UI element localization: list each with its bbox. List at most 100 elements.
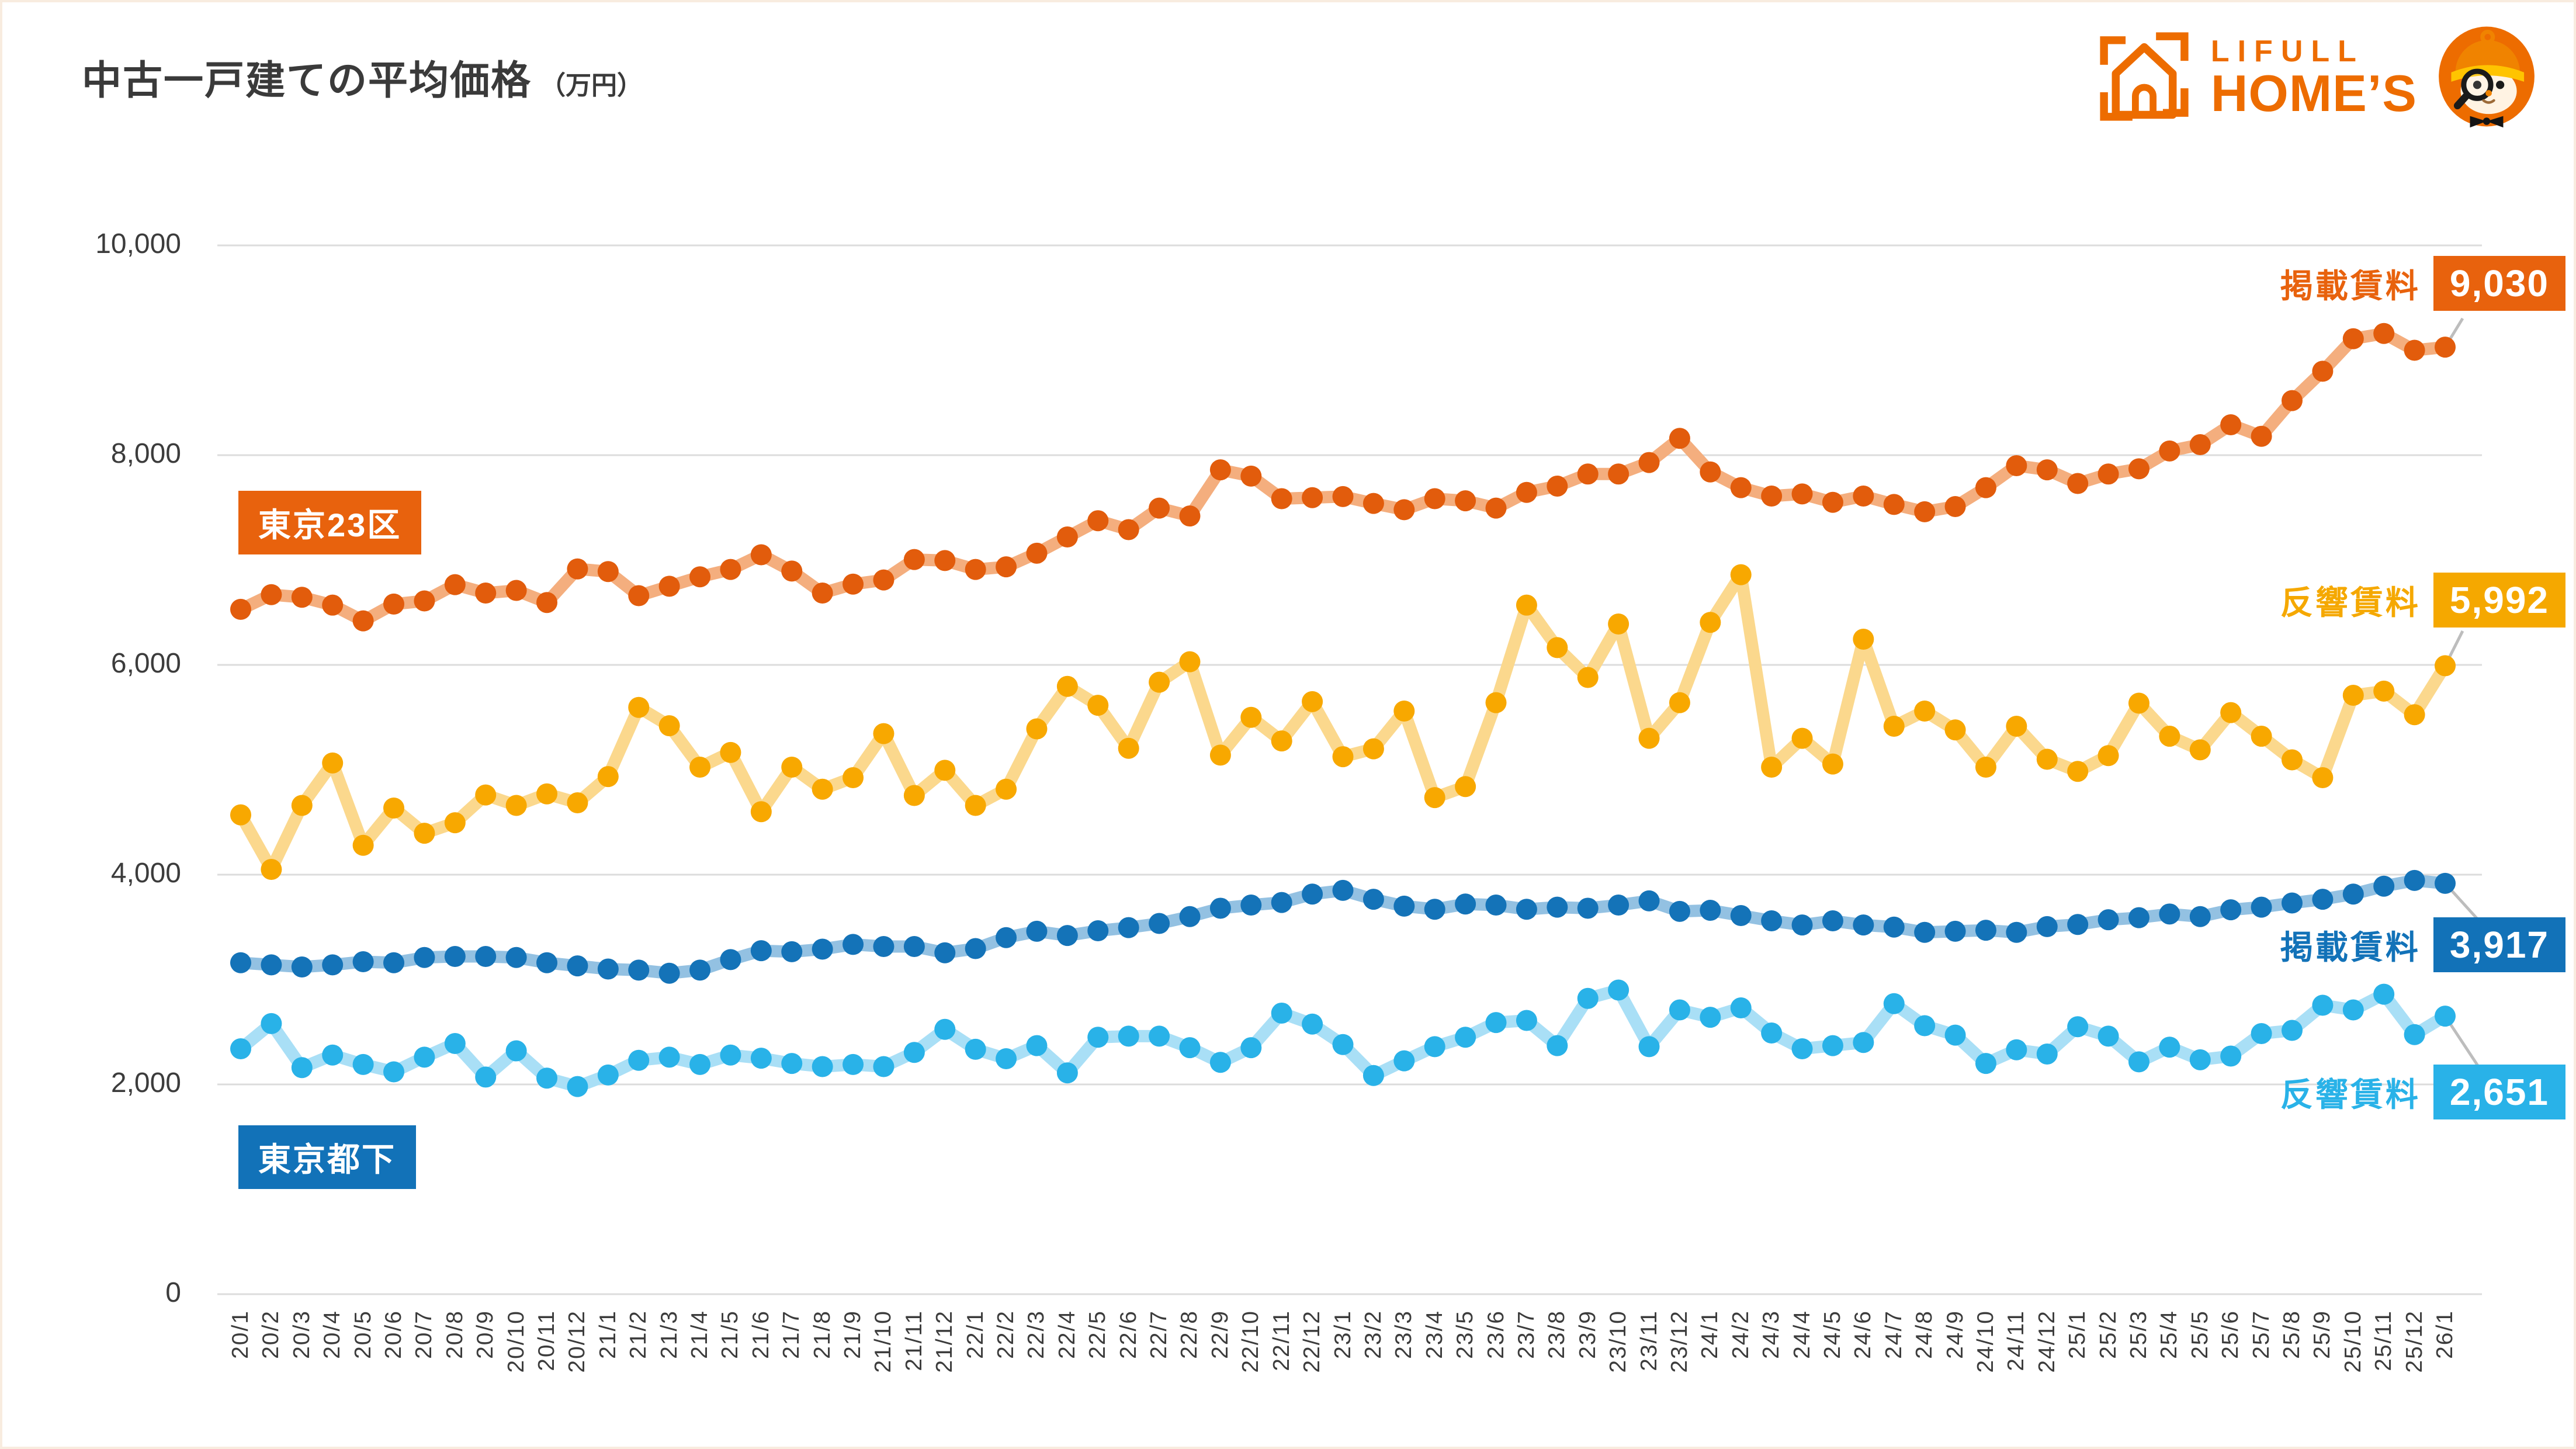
data-point xyxy=(1761,1022,1783,1044)
data-point xyxy=(230,1038,251,1059)
x-tick-label: 25/5 xyxy=(2187,1310,2213,1359)
x-tick-label: 23/9 xyxy=(1575,1310,1600,1359)
x-tick-label: 25/3 xyxy=(2126,1310,2151,1359)
data-point xyxy=(965,938,986,959)
data-point xyxy=(873,935,895,957)
series-label: 反響賃料 xyxy=(2280,1076,2421,1113)
mascot-icon xyxy=(2435,25,2539,131)
data-point xyxy=(2036,1043,2058,1065)
badge-tokyo-toshita: 東京都下 xyxy=(238,1125,416,1189)
x-tick-label: 25/12 xyxy=(2401,1310,2427,1373)
data-point xyxy=(1393,700,1415,722)
data-point xyxy=(1577,987,1599,1009)
x-tick-label: 20/9 xyxy=(473,1310,498,1359)
data-point xyxy=(843,1053,864,1075)
x-tick-label: 22/6 xyxy=(1115,1310,1141,1359)
data-point xyxy=(658,962,680,984)
annotation-23ku-listed: 掲載賃料 9,030 xyxy=(2280,256,2565,311)
data-point xyxy=(1179,906,1201,927)
x-tick-label: 21/7 xyxy=(779,1310,805,1359)
data-point xyxy=(2251,425,2272,447)
page-title: 中古一戸建ての平均価格 （万円） xyxy=(82,48,643,106)
data-point xyxy=(291,795,313,816)
data-point xyxy=(658,1046,680,1068)
data-point xyxy=(1547,896,1568,918)
data-point xyxy=(261,1013,282,1034)
data-point xyxy=(1516,594,1537,616)
data-point xyxy=(1271,488,1292,509)
x-tick-label: 20/1 xyxy=(228,1310,253,1359)
x-tick-label: 23/2 xyxy=(1360,1310,1386,1359)
data-point xyxy=(1026,920,1048,942)
data-point xyxy=(414,1046,435,1068)
data-point xyxy=(903,1042,925,1063)
data-point xyxy=(1455,893,1476,915)
data-point xyxy=(1393,499,1415,521)
data-point xyxy=(873,723,895,744)
x-tick-label: 21/4 xyxy=(687,1310,713,1359)
data-point xyxy=(505,1040,527,1062)
x-tick-label: 23/1 xyxy=(1330,1310,1355,1359)
data-point xyxy=(597,561,619,583)
data-point xyxy=(1730,564,1752,585)
data-point xyxy=(1975,757,1996,778)
data-point xyxy=(689,566,711,588)
data-point xyxy=(1302,883,1323,905)
data-point xyxy=(1853,1032,1874,1053)
data-point xyxy=(1087,1027,1109,1048)
data-point xyxy=(2373,983,2395,1005)
data-point xyxy=(261,954,282,976)
data-point xyxy=(1608,895,1629,916)
data-point xyxy=(2281,390,2303,411)
data-point xyxy=(1362,738,1384,760)
data-point xyxy=(781,1053,803,1074)
data-point xyxy=(1577,667,1599,688)
data-point xyxy=(689,959,711,981)
series-value-badge: 2,651 xyxy=(2433,1065,2565,1119)
data-point xyxy=(322,1044,344,1066)
data-point xyxy=(2067,1016,2089,1038)
data-point xyxy=(1332,1034,1354,1055)
data-point xyxy=(750,940,772,962)
data-point xyxy=(965,795,986,816)
data-point xyxy=(1883,916,1905,938)
data-point xyxy=(934,760,956,781)
data-point xyxy=(2189,739,2211,761)
data-point xyxy=(1240,465,1262,487)
data-point xyxy=(230,952,251,973)
y-tick-label: 8,000 xyxy=(110,438,181,469)
data-point xyxy=(2251,726,2272,747)
x-tick-label: 25/10 xyxy=(2340,1310,2366,1373)
data-point xyxy=(903,785,925,806)
data-point xyxy=(1944,495,1966,517)
x-tick-label: 22/8 xyxy=(1177,1310,1202,1359)
data-point xyxy=(444,1032,466,1054)
annotation-toshita-response: 反響賃料 2,651 xyxy=(2280,1065,2565,1119)
data-point xyxy=(1669,999,1690,1021)
data-point xyxy=(1608,613,1629,635)
data-point xyxy=(2220,1045,2242,1067)
data-point xyxy=(261,859,282,881)
data-point xyxy=(1608,979,1629,1001)
data-point xyxy=(1700,900,1721,921)
data-point xyxy=(1700,612,1721,633)
data-point xyxy=(1026,542,1048,564)
data-point xyxy=(1118,737,1139,759)
data-point xyxy=(1209,459,1231,481)
data-point xyxy=(1822,910,1843,931)
data-point xyxy=(322,594,344,616)
data-point xyxy=(352,610,374,632)
x-tick-label: 21/9 xyxy=(840,1310,866,1359)
x-tick-label: 25/8 xyxy=(2279,1310,2304,1359)
data-point xyxy=(720,741,741,763)
data-point xyxy=(2435,655,2456,677)
data-point xyxy=(567,955,588,977)
data-point xyxy=(2159,440,2180,462)
data-point xyxy=(414,947,435,968)
data-point xyxy=(1271,892,1292,913)
data-point xyxy=(2404,1024,2425,1045)
data-point xyxy=(628,696,650,718)
data-point xyxy=(1271,1002,1292,1024)
x-tick-label: 25/2 xyxy=(2095,1310,2121,1359)
